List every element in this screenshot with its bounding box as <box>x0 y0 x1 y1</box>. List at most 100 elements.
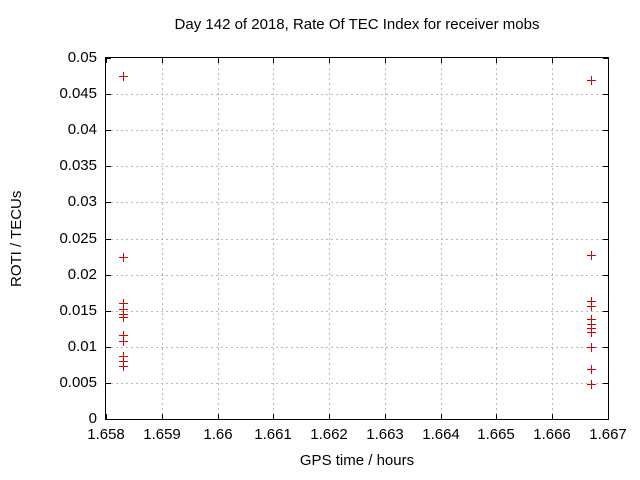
x-tick-mark-bottom <box>273 414 274 419</box>
tick-marks-layer <box>106 58 609 420</box>
x-tick-mark-bottom <box>162 414 163 419</box>
y-tick-label: 0.035 <box>59 157 97 174</box>
data-point-marker <box>587 343 596 352</box>
data-point-marker <box>587 76 596 85</box>
x-tick-mark-bottom <box>106 414 107 419</box>
y-tick-mark-right <box>603 311 608 312</box>
y-tick-label: 0.01 <box>67 338 97 355</box>
y-tick-mark-right <box>603 419 608 420</box>
x-tick-label: 1.659 <box>143 426 181 443</box>
y-tick-mark-right <box>603 239 608 240</box>
y-tick-label: 0.04 <box>67 121 97 138</box>
y-tick-mark-right <box>603 275 608 276</box>
x-tick-label: 1.658 <box>87 426 125 443</box>
x-tick-mark-top <box>106 58 107 63</box>
data-point-marker <box>119 313 128 322</box>
y-tick-label: 0.03 <box>67 193 97 210</box>
x-tick-label: 1.667 <box>589 426 627 443</box>
data-point-marker <box>587 302 596 311</box>
y-tick-mark-right <box>603 58 608 59</box>
data-point-marker <box>119 352 128 361</box>
y-tick-label: 0 <box>88 410 97 427</box>
x-tick-mark-bottom <box>385 414 386 419</box>
y-tick-mark-left <box>106 383 111 384</box>
x-tick-mark-top <box>329 58 330 63</box>
gridline-vertical <box>329 58 330 419</box>
x-tick-mark-top <box>441 58 442 63</box>
gridline-horizontal <box>106 311 608 312</box>
x-tick-mark-top <box>385 58 386 63</box>
y-tick-mark-left <box>106 239 111 240</box>
x-tick-label: 1.663 <box>366 426 404 443</box>
x-tick-mark-bottom <box>608 414 609 419</box>
chart-title: Day 142 of 2018, Rate Of TEC Index for r… <box>174 16 540 33</box>
y-tick-mark-right <box>603 166 608 167</box>
gridline-vertical <box>496 58 497 419</box>
data-point-marker <box>587 297 596 306</box>
x-axis-label: GPS time / hours <box>299 452 415 469</box>
y-tick-mark-left <box>106 275 111 276</box>
y-tick-label: 0.045 <box>59 85 97 102</box>
x-tick-label: 1.661 <box>254 426 292 443</box>
x-tick-mark-top <box>496 58 497 63</box>
gridline-horizontal <box>106 94 608 95</box>
x-tick-mark-top <box>162 58 163 63</box>
y-tick-label: 0.025 <box>59 230 97 247</box>
gridline-horizontal <box>106 275 608 276</box>
y-tick-mark-left <box>106 166 111 167</box>
x-tick-mark-bottom <box>218 414 219 419</box>
y-tick-mark-left <box>106 419 111 420</box>
x-tick-mark-bottom <box>496 414 497 419</box>
y-tick-mark-left <box>106 94 111 95</box>
gridline-horizontal <box>106 130 608 131</box>
data-point-marker <box>119 72 128 81</box>
data-point-marker <box>119 299 128 308</box>
y-tick-mark-left <box>106 311 111 312</box>
y-tick-mark-left <box>106 347 111 348</box>
data-point-marker <box>587 328 596 337</box>
x-tick-mark-top <box>552 58 553 63</box>
gridline-vertical <box>273 58 274 419</box>
data-point-marker <box>119 331 128 340</box>
gridline-horizontal <box>106 383 608 384</box>
y-tick-mark-left <box>106 202 111 203</box>
x-tick-label: 1.66 <box>203 426 233 443</box>
x-tick-label: 1.662 <box>310 426 348 443</box>
y-tick-mark-left <box>106 58 111 59</box>
y-tick-mark-left <box>106 130 111 131</box>
gridline-vertical <box>552 58 553 419</box>
data-point-marker <box>119 337 128 346</box>
y-tick-label: 0.005 <box>59 374 97 391</box>
y-tick-label: 0.02 <box>67 266 97 283</box>
x-tick-mark-bottom <box>329 414 330 419</box>
data-point-marker <box>587 315 596 324</box>
data-point-marker <box>119 362 128 371</box>
gridline-vertical <box>385 58 386 419</box>
x-tick-mark-top <box>218 58 219 63</box>
y-tick-mark-right <box>603 383 608 384</box>
data-points-layer <box>106 58 608 419</box>
gridline-horizontal <box>106 166 608 167</box>
gridline-horizontal <box>106 202 608 203</box>
grid-layer <box>106 58 608 419</box>
y-tick-mark-right <box>603 94 608 95</box>
x-tick-label: 1.665 <box>477 426 515 443</box>
x-tick-label: 1.666 <box>533 426 571 443</box>
data-point-marker <box>587 380 596 389</box>
data-point-marker <box>119 357 128 366</box>
gridline-vertical <box>162 58 163 419</box>
data-point-marker <box>119 253 128 262</box>
x-tick-mark-top <box>608 58 609 63</box>
gridline-horizontal <box>106 347 608 348</box>
data-point-marker <box>119 305 128 314</box>
y-tick-label: 0.015 <box>59 302 97 319</box>
y-tick-mark-right <box>603 130 608 131</box>
plot-area <box>105 57 609 420</box>
gridline-vertical <box>218 58 219 419</box>
gridline-vertical <box>441 58 442 419</box>
y-tick-label: 0.05 <box>67 49 97 66</box>
data-point-marker <box>587 365 596 374</box>
x-tick-mark-top <box>273 58 274 63</box>
x-tick-label: 1.664 <box>422 426 460 443</box>
